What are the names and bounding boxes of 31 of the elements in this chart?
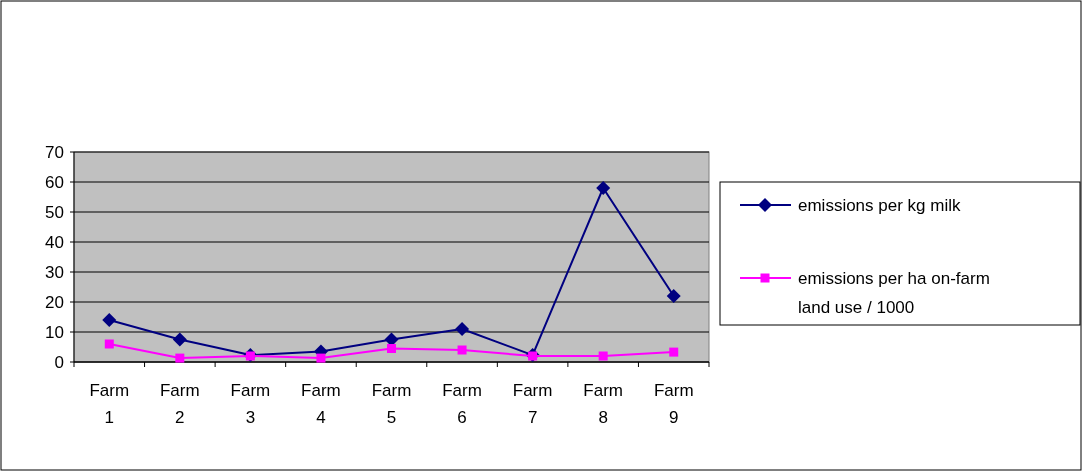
y-tick-label: 60: [45, 172, 64, 192]
y-tick-label: 0: [54, 352, 64, 372]
point: [669, 347, 679, 357]
point: [666, 289, 681, 303]
point: [104, 339, 114, 349]
x-tick-label: Farm 6: [442, 381, 482, 427]
x-tick-label: Farm 5: [371, 381, 412, 427]
y-tick-label: 70: [45, 142, 64, 162]
legend-label: emissions per ha on-farm land use / 1000: [798, 268, 990, 317]
y-tick-label: 30: [45, 262, 64, 282]
x-tick-label: Farm 9: [653, 381, 694, 427]
point: [455, 322, 470, 336]
y-tick-label: 10: [45, 322, 64, 342]
y-tick-label: 40: [45, 232, 64, 252]
point: [596, 181, 611, 195]
point: [175, 353, 185, 363]
point: [316, 353, 326, 363]
legend-label: emissions per kg milk: [798, 195, 961, 215]
x-tick-label: Farm 1: [89, 381, 130, 427]
point: [387, 344, 396, 353]
point: [598, 351, 608, 361]
x-tick-label: Farm 4: [301, 381, 341, 427]
point: [457, 345, 467, 355]
x-tick-label: Farm 3: [230, 381, 271, 427]
point: [172, 332, 187, 347]
x-tick-label: Farm 8: [583, 381, 623, 427]
y-tick-label: 50: [45, 202, 64, 222]
x-tick-label: Farm 2: [160, 381, 200, 427]
x-tick-label: Farm 7: [512, 381, 553, 427]
point: [102, 313, 117, 327]
y-tick-label: 20: [45, 292, 64, 312]
